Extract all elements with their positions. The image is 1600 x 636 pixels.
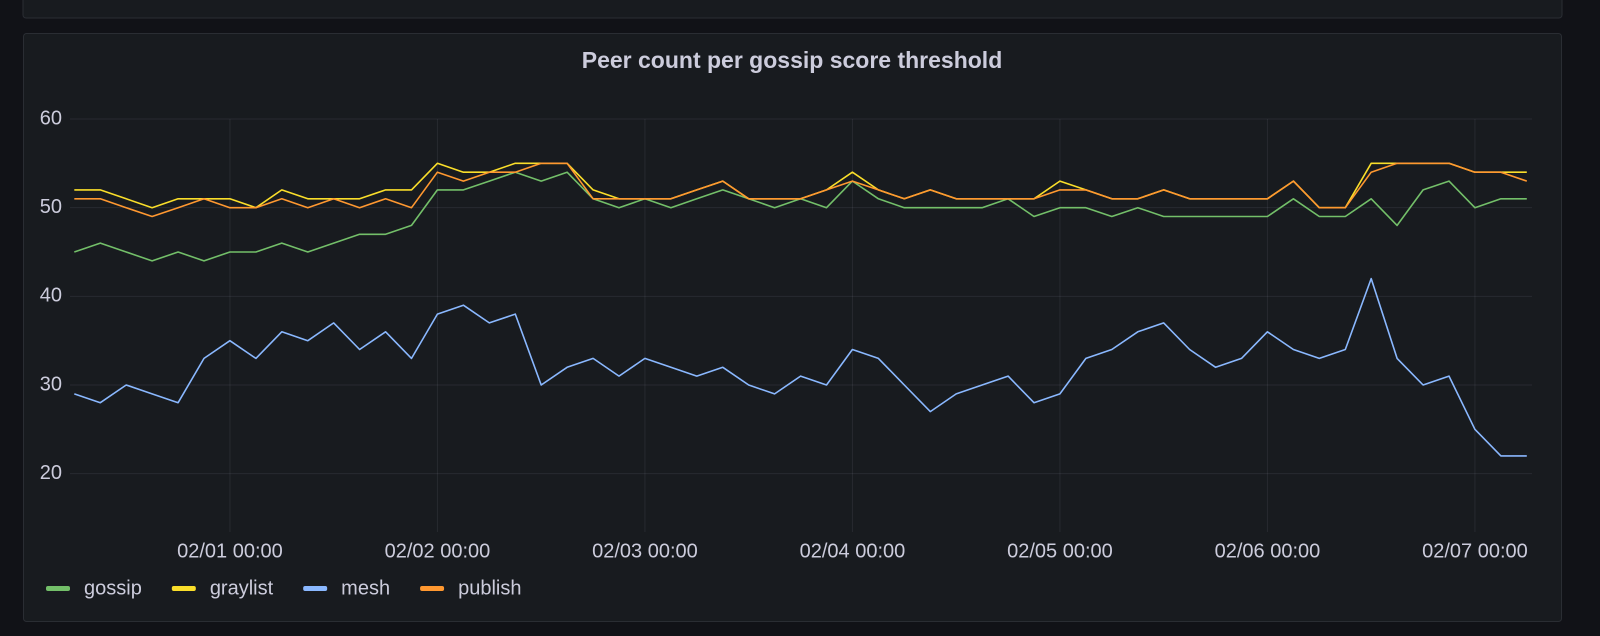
- legend-swatch: [46, 586, 70, 591]
- upper-panel: [22, 0, 1563, 19]
- x-tick-label: 02/04 00:00: [800, 540, 906, 562]
- x-tick-label: 02/07 00:00: [1422, 540, 1528, 562]
- legend-label: graylist: [210, 577, 274, 599]
- y-tick-label: 60: [40, 107, 62, 129]
- chart-title: Peer count per gossip score threshold: [582, 47, 1003, 73]
- legend-label: gossip: [84, 577, 142, 599]
- panel: [23, 33, 1562, 622]
- legend-swatch: [171, 586, 196, 591]
- x-tick-label: 02/01 00:00: [177, 540, 283, 562]
- series-line: [74, 162, 1528, 218]
- legend-label: publish: [458, 577, 521, 599]
- plot: 20 30 40 50 60 02/01 00:00 02/02 00:00 02/03 00…: [40, 107, 1532, 562]
- y-tick-label: 40: [40, 285, 62, 307]
- x-tick-label: 02/02 00:00: [385, 540, 491, 562]
- x-tick-label: 02/06 00:00: [1215, 540, 1321, 562]
- legend-swatch: [303, 586, 328, 591]
- series-line: [74, 277, 1527, 457]
- y-tick-label: 30: [40, 373, 62, 395]
- legend: gossip graylist mesh publish: [46, 577, 521, 599]
- x-tick-label: 02/05 00:00: [1007, 540, 1113, 562]
- x-tick-label: 02/03 00:00: [592, 540, 698, 562]
- y-tick-label: 20: [40, 462, 62, 484]
- legend-swatch: [420, 586, 445, 591]
- y-tick-label: 50: [40, 196, 62, 218]
- legend-label: mesh: [341, 577, 390, 599]
